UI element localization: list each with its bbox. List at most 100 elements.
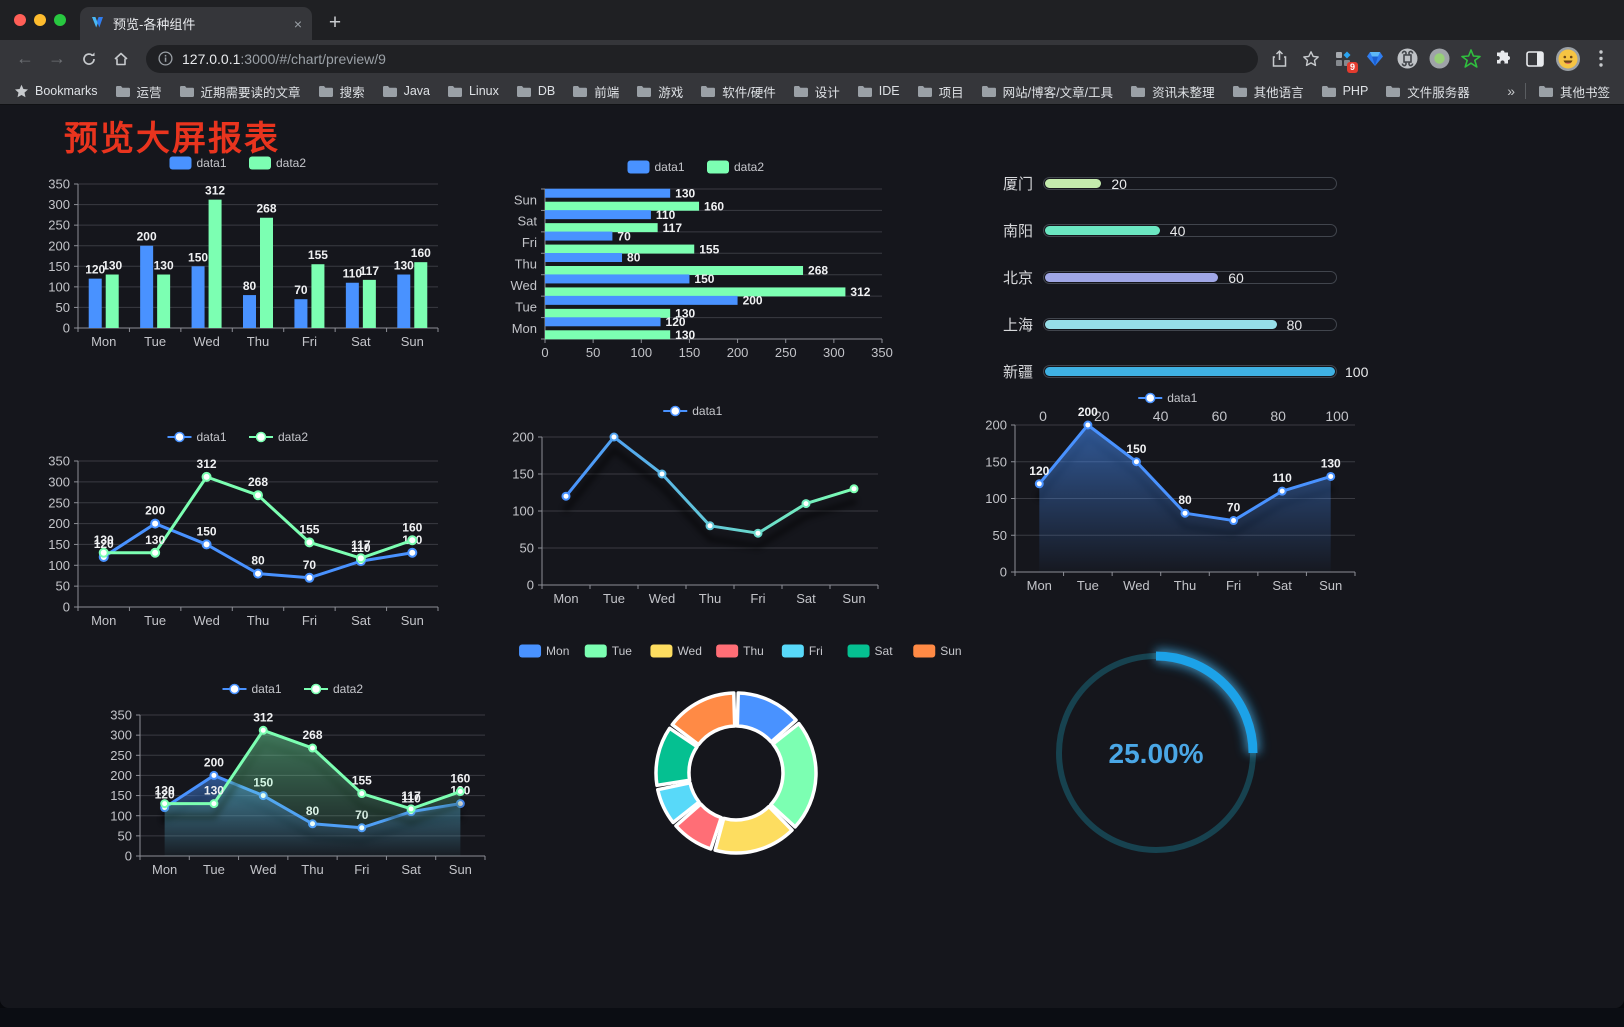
svg-text:100: 100 bbox=[48, 558, 70, 573]
extension-gem-button[interactable] bbox=[1364, 48, 1386, 70]
pie-slice-Sat[interactable] bbox=[654, 726, 699, 788]
bookmarks-manager-item[interactable]: Bookmarks bbox=[14, 84, 98, 99]
extensions-menu-button[interactable] bbox=[1492, 48, 1514, 70]
window-controls bbox=[14, 14, 66, 26]
close-window-button[interactable] bbox=[14, 14, 26, 26]
browser-menu-button[interactable] bbox=[1590, 48, 1612, 70]
svg-text:130: 130 bbox=[675, 186, 695, 200]
legend-item-data2[interactable]: data2 bbox=[249, 430, 308, 444]
maximize-window-button[interactable] bbox=[54, 14, 66, 26]
bookmark-folder[interactable]: 运营 bbox=[115, 82, 162, 101]
series-data1: 120 200 150 80 70 110 130 bbox=[94, 504, 423, 583]
site-info-icon[interactable] bbox=[158, 51, 173, 66]
legend-item-Mon[interactable]: Mon bbox=[519, 644, 569, 658]
legend-item-data1[interactable]: data1 bbox=[1138, 391, 1198, 405]
pie-slice-Sun[interactable] bbox=[670, 691, 737, 747]
legend-item-data2[interactable]: data2 bbox=[249, 156, 306, 170]
chart-horizontal-bar[interactable]: data1 data2 0 50 100 150 200 250 300 350 Sun Sat Fri… bbox=[500, 153, 893, 371]
bookmark-folder[interactable]: 设计 bbox=[793, 82, 840, 101]
legend-item-data1[interactable]: data1 bbox=[222, 682, 282, 696]
extension-tabs-button[interactable]: 9 bbox=[1332, 48, 1358, 73]
chart-canvas: data1 0 50 100 150 200 Mon Tue Wed Thu Fri Sat Sun bbox=[512, 404, 879, 606]
bookmark-folder[interactable]: 其他语言 bbox=[1232, 82, 1304, 101]
chart-grouped-bar[interactable]: data1 data2 0 50 100 150 200 250 300 350 Mon Tue Wed… bbox=[40, 150, 445, 365]
bookmark-page-button[interactable] bbox=[1300, 48, 1322, 70]
back-button[interactable]: ← bbox=[16, 48, 34, 68]
chart-area-two-series[interactable]: data1 data2 0 50 100 150 200 250 300 350 Mon Tue Wed… bbox=[95, 675, 495, 900]
svg-text:Sun: Sun bbox=[1319, 578, 1342, 593]
extension-green-dot-button[interactable] bbox=[1428, 48, 1450, 70]
pie-slice-Mon[interactable] bbox=[735, 691, 798, 744]
bookmark-folder[interactable]: 前端 bbox=[572, 82, 619, 101]
pie-slice-Tue[interactable] bbox=[768, 721, 818, 829]
reload-button[interactable] bbox=[74, 45, 104, 73]
bar-data1-Sun bbox=[545, 188, 671, 198]
chart-progress-bars[interactable]: 厦门 20 南阳 40 北京 60 上海 80 新疆 100 0 20 40 60 80 100 bbox=[995, 155, 1369, 425]
tab-close-icon[interactable]: × bbox=[293, 15, 302, 32]
svg-text:100: 100 bbox=[985, 491, 1007, 506]
bookmark-folder[interactable]: 游戏 bbox=[636, 82, 683, 101]
bookmark-folder[interactable]: 搜索 bbox=[318, 82, 365, 101]
forward-button[interactable]: → bbox=[48, 48, 66, 68]
svg-text:data2: data2 bbox=[734, 160, 764, 174]
progress-x-axis: 0 20 40 60 80 100 bbox=[1039, 408, 1349, 424]
progress-row-新疆: 新疆 100 bbox=[1002, 363, 1369, 382]
legend-item-data2[interactable]: data2 bbox=[304, 682, 363, 696]
svg-text:300: 300 bbox=[110, 728, 132, 743]
svg-text:50: 50 bbox=[118, 828, 132, 843]
legend-item-data2[interactable]: data2 bbox=[707, 160, 764, 174]
bookmark-folder[interactable]: 项目 bbox=[917, 82, 964, 101]
pie-slice-Fri[interactable] bbox=[656, 781, 701, 825]
bookmark-folder[interactable]: 文件服务器 bbox=[1385, 82, 1470, 101]
bookmark-folder[interactable]: DB bbox=[516, 84, 555, 98]
legend-item-data1[interactable]: data1 bbox=[663, 404, 723, 418]
bookmark-folder[interactable]: Linux bbox=[447, 84, 499, 98]
bar-data1-Mon bbox=[545, 317, 661, 327]
svg-text:70: 70 bbox=[303, 558, 317, 572]
legend-item-Wed[interactable]: Wed bbox=[650, 644, 702, 658]
legend-item-Thu[interactable]: Thu bbox=[716, 644, 764, 658]
new-tab-button[interactable]: + bbox=[328, 11, 342, 34]
folder-icon bbox=[115, 85, 130, 97]
bar-data2-Thu bbox=[545, 266, 804, 275]
legend-item-Sat[interactable]: Sat bbox=[847, 644, 894, 658]
pie-slice-Thu[interactable] bbox=[674, 802, 723, 851]
browser-tab[interactable]: 预览-各种组件 × bbox=[80, 7, 312, 40]
profile-avatar[interactable] bbox=[1556, 46, 1580, 71]
minimize-window-button[interactable] bbox=[34, 14, 46, 26]
chart-area-single[interactable]: data1 0 50 100 150 200 Mon Tue Wed Thu Fri Sat Sun 12… bbox=[975, 385, 1365, 610]
share-button[interactable] bbox=[1268, 48, 1290, 70]
chart-gradient-line[interactable]: data1 0 50 100 150 200 Mon Tue Wed Thu Fri Sat Sun bbox=[500, 395, 890, 620]
extension-green-star-button[interactable] bbox=[1460, 48, 1482, 70]
svg-text:Sun: Sun bbox=[449, 862, 472, 877]
svg-text:Mon: Mon bbox=[512, 321, 537, 336]
legend-item-Sun[interactable]: Sun bbox=[913, 644, 962, 658]
bookmarks-overflow-button[interactable]: » bbox=[1507, 83, 1515, 99]
legend-item-data1[interactable]: data1 bbox=[627, 160, 685, 174]
legend-item-data1[interactable]: data1 bbox=[169, 156, 227, 170]
pie-slice-Wed[interactable] bbox=[713, 804, 794, 855]
address-bar[interactable]: 127.0.0.1:3000/#/chart/preview/9 bbox=[146, 44, 1258, 73]
extension-command-button[interactable] bbox=[1396, 48, 1418, 70]
other-bookmarks-folder[interactable]: 其他书签 bbox=[1538, 82, 1610, 101]
chart-gauge-progress[interactable]: 25.00% bbox=[1040, 645, 1280, 865]
bookmark-folder[interactable]: Java bbox=[382, 84, 430, 98]
bookmark-folder[interactable]: 软件/硬件 bbox=[700, 82, 776, 101]
legend-item-data1[interactable]: data1 bbox=[167, 430, 227, 444]
bookmark-folder[interactable]: 网站/博客/文章/工具 bbox=[981, 82, 1113, 101]
svg-text:130: 130 bbox=[145, 533, 165, 547]
chart-line-two-series[interactable]: data1 data2 0 50 100 150 200 250 300 350 Mon Tue Wed… bbox=[40, 425, 445, 645]
svg-text:Wed: Wed bbox=[193, 334, 220, 349]
bookmark-folder[interactable]: 近期需要读的文章 bbox=[179, 82, 301, 101]
svg-text:50: 50 bbox=[56, 300, 70, 315]
bookmark-folder[interactable]: PHP bbox=[1321, 84, 1368, 98]
home-button[interactable] bbox=[106, 45, 136, 73]
bookmark-folder[interactable]: IDE bbox=[857, 84, 900, 98]
bookmark-folder[interactable]: 资讯未整理 bbox=[1130, 82, 1215, 101]
side-panel-button[interactable] bbox=[1524, 48, 1546, 70]
chart-donut[interactable]: Mon Tue Wed Thu Fri Sat Sun bbox=[519, 635, 962, 875]
legend-item-Tue[interactable]: Tue bbox=[584, 644, 633, 658]
legend-item-Fri[interactable]: Fri bbox=[781, 644, 823, 658]
svg-text:250: 250 bbox=[48, 218, 70, 233]
